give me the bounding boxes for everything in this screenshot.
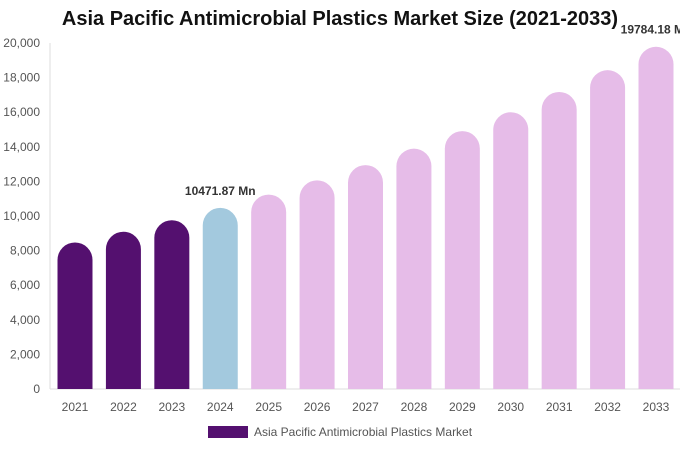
y-tick-label: 0 (33, 382, 40, 396)
legend-swatch (208, 426, 248, 438)
y-tick-label: 6,000 (10, 278, 40, 292)
y-tick-label: 2,000 (10, 347, 40, 361)
chart-title: Asia Pacific Antimicrobial Plastics Mark… (61, 8, 619, 30)
bar-2029 (444, 131, 480, 390)
x-tick-label: 2025 (255, 400, 282, 414)
data-label-2033: 19784.18 Mn (621, 23, 680, 37)
x-tick-label: 2022 (110, 400, 137, 414)
y-tick-label: 14,000 (3, 140, 40, 154)
y-tick-label: 16,000 (3, 105, 40, 119)
x-tick-label: 2026 (304, 400, 331, 414)
y-tick-label: 20,000 (3, 36, 40, 50)
y-tick-label: 10,000 (3, 209, 40, 223)
bar-2032 (590, 70, 626, 389)
bar-2027 (348, 165, 383, 389)
legend-label: Asia Pacific Antimicrobial Plastics Mark… (254, 425, 473, 439)
x-tick-label: 2028 (401, 400, 428, 414)
legend: Asia Pacific Antimicrobial Plastics Mark… (208, 425, 472, 439)
bar-2028 (396, 148, 432, 389)
x-tick-label: 2031 (546, 400, 573, 414)
bar-2024 (202, 207, 238, 389)
y-tick-label: 4,000 (10, 313, 40, 327)
y-tick-label: 8,000 (10, 244, 40, 258)
bar-2033 (638, 46, 674, 389)
bar-2023 (154, 220, 190, 389)
bar-2025 (251, 194, 287, 389)
y-tick-label: 18,000 (3, 71, 40, 85)
x-tick-label: 2029 (449, 400, 476, 414)
x-tick-label: 2021 (62, 400, 89, 414)
x-tick-label: 2023 (158, 400, 185, 414)
data-label-2024: 10471.87 Mn (185, 184, 256, 198)
x-tick-label: 2030 (497, 400, 524, 414)
bar-2022 (105, 231, 141, 389)
bar-2021 (57, 242, 93, 389)
y-tick-label: 12,000 (3, 174, 40, 188)
x-tick-label: 2033 (643, 400, 670, 414)
bar-2026 (299, 180, 335, 389)
x-tick-label: 2024 (207, 400, 234, 414)
bar-2030 (493, 112, 529, 389)
x-tick-label: 2027 (352, 400, 379, 414)
x-tick-label: 2032 (594, 400, 621, 414)
bar-2031 (541, 91, 577, 390)
